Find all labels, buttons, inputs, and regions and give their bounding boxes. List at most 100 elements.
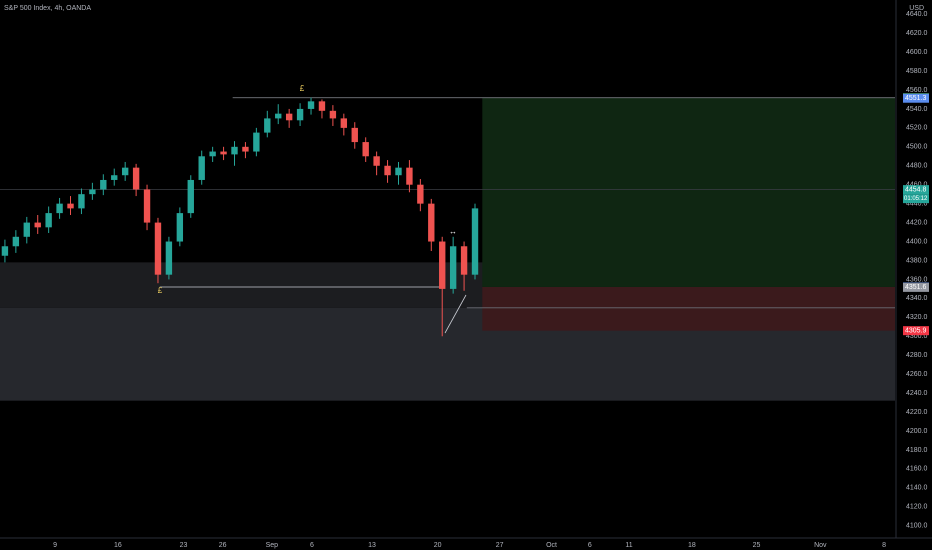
candle-body	[439, 241, 446, 289]
candle-body	[100, 179, 107, 190]
candle-body	[340, 118, 348, 128]
candle-body	[12, 236, 20, 247]
x-tick-label: 25	[753, 542, 761, 549]
y-tick-label: 4360.0	[906, 276, 928, 283]
annotation: £	[158, 286, 163, 295]
candle-body	[198, 156, 205, 180]
price-label-box	[903, 185, 929, 195]
candle-body	[132, 167, 140, 190]
y-tick-label: 4620.0	[906, 30, 928, 37]
candle-body	[285, 113, 293, 121]
candle-body	[143, 189, 151, 223]
candle-body	[23, 222, 30, 237]
candle-body	[34, 222, 41, 228]
candle-body	[78, 194, 85, 209]
y-tick-label: 4500.0	[906, 144, 928, 151]
y-tick-label: 4640.0	[906, 11, 928, 18]
candle-body	[220, 151, 227, 155]
y-tick-label: 4560.0	[906, 87, 928, 94]
candle-body	[395, 167, 402, 176]
candle-body	[1, 246, 9, 256]
x-tick-label: 13	[368, 542, 376, 549]
x-tick-label: Sep	[266, 542, 279, 549]
y-tick-label: 4100.0	[906, 523, 928, 530]
y-tick-label: 4600.0	[906, 49, 928, 56]
price-label-box	[903, 326, 929, 336]
y-tick-label: 4520.0	[906, 125, 928, 132]
candle-body	[231, 146, 238, 155]
candle-body	[264, 118, 271, 133]
candle-body	[89, 189, 96, 195]
y-tick-label: 4440.0	[906, 200, 928, 207]
zone	[482, 97, 895, 287]
candle-body	[45, 213, 52, 228]
currency: USD	[909, 5, 924, 12]
y-tick-label: 4540.0	[906, 106, 928, 113]
candle-body	[449, 246, 457, 289]
y-tick-label: 4160.0	[906, 466, 928, 473]
candle-body	[176, 213, 184, 242]
y-tick-label: 4380.0	[906, 257, 928, 264]
candle-body	[362, 142, 369, 157]
price-label: 4351.6	[905, 284, 927, 291]
y-tick-label: 4260.0	[906, 371, 928, 378]
candle-body	[209, 151, 216, 157]
candle-body	[296, 108, 304, 121]
candle-body	[460, 246, 468, 275]
y-tick-label: 4480.0	[906, 163, 928, 170]
candle-body	[154, 222, 162, 275]
candle-body	[329, 110, 337, 119]
zone	[482, 286, 895, 331]
x-tick-label: 11	[625, 542, 632, 549]
price-label-box	[903, 282, 929, 292]
candle-body	[417, 184, 424, 204]
candle-body	[187, 179, 194, 214]
price-label-box	[903, 93, 929, 103]
candle-body	[384, 165, 391, 176]
candle-body	[67, 203, 74, 209]
x-tick-label: 16	[114, 542, 122, 549]
countdown: 01:05:12	[904, 196, 928, 202]
x-tick-label: Oct	[546, 542, 557, 549]
price-label: 4454.8	[905, 186, 927, 193]
y-tick-label: 4220.0	[906, 409, 928, 416]
price-label: 4551.3	[905, 95, 927, 102]
y-tick-label: 4420.0	[906, 219, 928, 226]
y-tick-label: 4400.0	[906, 238, 928, 245]
x-tick-label: 9	[53, 542, 57, 549]
candle-body	[56, 203, 63, 214]
x-tick-label: 23	[180, 542, 188, 549]
x-tick-label: 6	[588, 542, 592, 549]
chart-title: S&P 500 Index, 4h, OANDA	[4, 5, 91, 12]
y-tick-label: 4240.0	[906, 390, 928, 397]
x-tick-label: Nov	[814, 542, 827, 549]
candle-body	[165, 241, 173, 275]
trend-line	[444, 294, 467, 334]
y-tick-label: 4320.0	[906, 314, 928, 321]
y-tick-label: 4460.0	[906, 182, 928, 189]
candle-body	[428, 203, 435, 242]
y-tick-label: 4580.0	[906, 68, 928, 75]
y-tick-label: 4120.0	[906, 504, 928, 511]
x-tick-label: 27	[496, 542, 504, 549]
candle-body	[318, 101, 326, 111]
y-tick-label: 4200.0	[906, 428, 928, 435]
y-tick-label: 4300.0	[906, 333, 928, 340]
annotation: ↔	[449, 227, 457, 236]
candle-body	[351, 127, 358, 143]
candle-body	[253, 132, 260, 152]
candle-body	[275, 113, 282, 119]
y-tick-label: 4180.0	[906, 447, 928, 454]
y-tick-label: 4140.0	[906, 485, 928, 492]
candle-body	[471, 208, 479, 275]
candle-body	[242, 146, 249, 152]
x-tick-label: 18	[688, 542, 696, 549]
countdown-box	[903, 194, 929, 204]
candle-body	[373, 156, 380, 166]
x-tick-label: 26	[219, 542, 227, 549]
candle-body	[121, 167, 129, 176]
y-tick-label: 4340.0	[906, 295, 928, 302]
x-tick-label: 6	[310, 542, 314, 549]
price-label: 4305.9	[905, 328, 927, 335]
